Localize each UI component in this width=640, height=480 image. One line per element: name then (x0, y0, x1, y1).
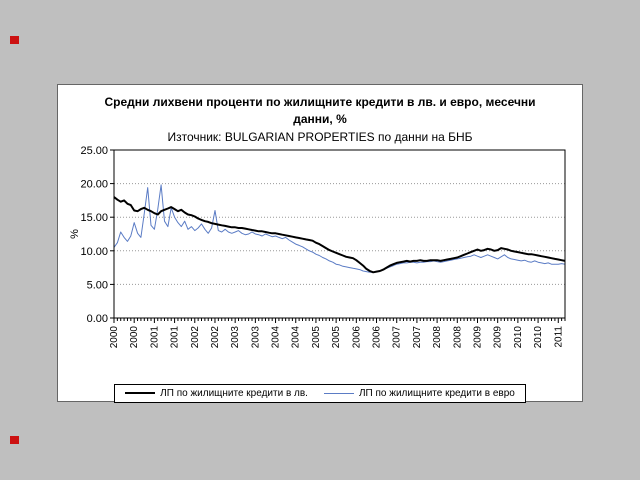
red-marker-icon (10, 436, 19, 444)
chart-subtitle: Източник: BULGARIAN PROPERTIES по данни … (167, 129, 473, 144)
x-tick-label: 2001 (169, 325, 180, 348)
legend-item: ЛП по жилищните кредити в евро (323, 387, 515, 399)
x-tick-label: 2005 (310, 325, 321, 348)
x-tick-label: 2003 (230, 325, 241, 348)
x-tick-label: 2009 (492, 325, 503, 348)
x-tick-label: 2000 (129, 325, 140, 348)
x-tick-label: 2000 (109, 325, 120, 348)
y-tick-label: 10.00 (80, 245, 108, 257)
x-tick-label: 2003 (250, 325, 261, 348)
x-tick-label: 2010 (512, 325, 523, 348)
plot-border (113, 149, 565, 319)
legend-line-sample (125, 392, 156, 395)
chart-legend: ЛП по жилищните кредити в лв. ЛП по жилищ… (114, 383, 526, 403)
x-tick-label: 2010 (533, 325, 544, 348)
x-tick-label: 2006 (371, 325, 382, 348)
legend-label: ЛП по жилищните кредити в лв. (160, 387, 308, 399)
y-tick-label: 5.00 (86, 279, 107, 291)
y-tick-label: 25.00 (80, 146, 108, 157)
y-tick-label: 20.00 (80, 178, 108, 190)
x-tick-label: 2004 (270, 325, 281, 348)
x-tick-label: 2002 (209, 325, 220, 348)
series-line (113, 183, 565, 273)
x-tick-label: 2009 (472, 325, 483, 348)
gridlines (113, 182, 565, 285)
x-tick-label: 2007 (391, 325, 402, 348)
y-tick-label: 15.00 (80, 212, 108, 224)
x-tick-label: 2004 (290, 325, 301, 348)
x-tick-label: 2011 (553, 325, 564, 347)
legend-item: ЛП по жилищните кредити в лв. (125, 388, 308, 399)
chart-plot: 0.00 5.00 10.00 15.00 20.00 25.00 2000 2000 2001… (69, 146, 565, 348)
y-axis-label: % (69, 228, 81, 238)
x-tick-label: 2006 (351, 325, 362, 348)
chart-title: Средни лихвени проценти по жилищните кре… (104, 95, 536, 126)
x-tick-label: 2008 (432, 325, 443, 348)
y-axis: 0.00 5.00 10.00 15.00 20.00 25.00 (80, 146, 114, 325)
legend-label: ЛП по жилищните кредити в евро (358, 387, 515, 399)
chart-window: Средни лихвени проценти по жилищните кре… (57, 84, 583, 403)
x-tick-label: 2002 (189, 325, 200, 348)
x-axis: 2000 2000 2001 2001 2002 2002 2003 2003 2004 2004… (109, 317, 565, 348)
series-lines (112, 183, 565, 273)
series-line (112, 195, 565, 273)
x-tick-label: 2005 (331, 325, 342, 348)
legend-line-sample (323, 392, 354, 394)
red-marker-icon (10, 36, 19, 44)
x-tick-label: 2007 (411, 325, 422, 348)
y-tick-label: 0.00 (86, 313, 107, 325)
x-tick-label: 2008 (452, 325, 463, 348)
x-tick-label: 2001 (149, 325, 160, 348)
